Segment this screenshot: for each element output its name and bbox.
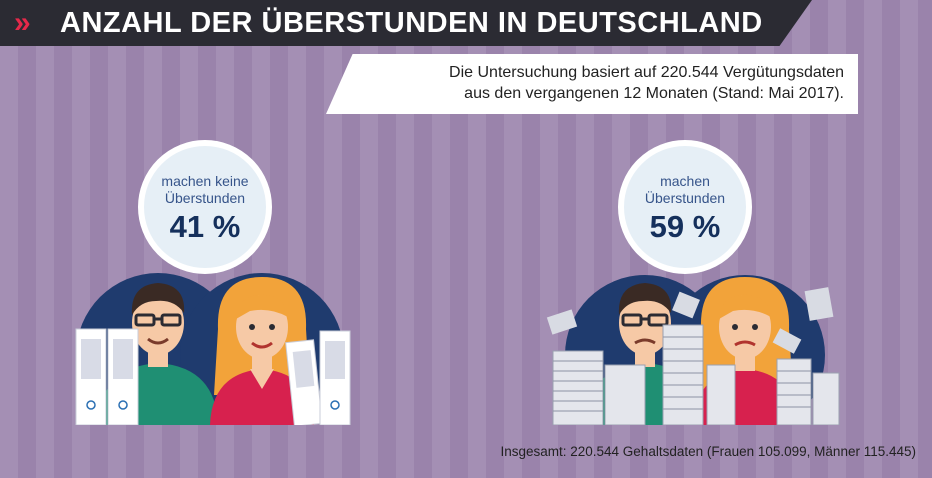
stat-label-line-1: machen keine: [161, 173, 249, 189]
paper-stack-lines: [553, 336, 811, 412]
stat-percent-overtime: 59 %: [649, 209, 721, 244]
woman-figure: [210, 277, 314, 425]
stat-percent-no-overtime: 41 %: [169, 209, 241, 244]
paper-stacks: [552, 324, 840, 425]
binders-left: [75, 328, 139, 425]
flying-papers: [546, 287, 834, 354]
subtitle-line-2: aus den vergangenen 12 Monaten (Stand: M…: [464, 85, 844, 102]
stat-label-line-1: machen: [660, 173, 710, 189]
binders-right: [285, 330, 351, 425]
stat-label-line-2: Überstunden: [644, 190, 726, 206]
stat-circle-overtime: machen Überstunden 59 %: [618, 140, 752, 274]
chevron-icon: »: [14, 6, 31, 39]
footer-note: Insgesamt: 220.544 Gehaltsdaten (Frauen …: [500, 444, 916, 459]
stat-label-line-2: Überstunden: [164, 190, 246, 206]
illustration-no-overtime: [75, 273, 351, 425]
subtitle-box: Die Untersuchung basiert auf 220.544 Ver…: [326, 54, 858, 114]
subtitle-line-1: Die Untersuchung basiert auf 220.544 Ver…: [449, 64, 844, 81]
page-title: ANZAHL DER ÜBERSTUNDEN IN DEUTSCHLAND: [60, 6, 763, 39]
illustration-overtime: [546, 275, 840, 425]
stat-circle-no-overtime: machen keine Überstunden 41 %: [138, 140, 272, 274]
header-banner: » ANZAHL DER ÜBERSTUNDEN IN DEUTSCHLAND: [0, 0, 812, 46]
